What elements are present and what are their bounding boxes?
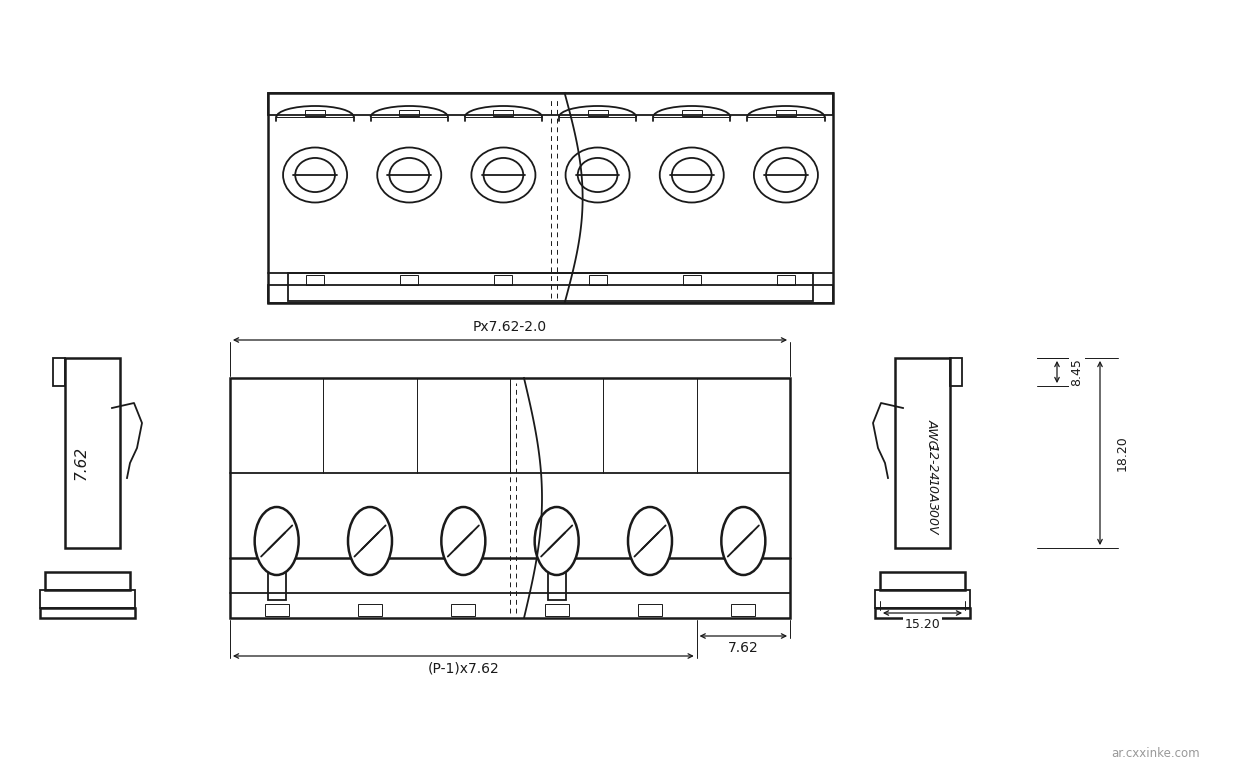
- Text: 18.20: 18.20: [1116, 435, 1128, 471]
- Bar: [53, 358, 65, 386]
- Ellipse shape: [348, 507, 392, 575]
- Ellipse shape: [283, 148, 347, 202]
- Bar: [638, 604, 662, 616]
- Bar: [45, 572, 130, 590]
- Bar: [544, 604, 569, 616]
- Ellipse shape: [534, 507, 579, 575]
- Bar: [588, 275, 607, 285]
- Bar: [40, 608, 135, 618]
- Bar: [268, 285, 833, 303]
- Bar: [683, 275, 701, 285]
- Ellipse shape: [472, 148, 535, 202]
- Text: ar.cxxinke.com: ar.cxxinke.com: [1111, 747, 1200, 760]
- Bar: [400, 275, 418, 285]
- Bar: [306, 275, 324, 285]
- Text: (P-1)x7.62: (P-1)x7.62: [428, 662, 499, 676]
- Text: 7.62: 7.62: [74, 446, 89, 480]
- Ellipse shape: [722, 507, 766, 575]
- Ellipse shape: [628, 507, 672, 575]
- Bar: [230, 378, 789, 618]
- Bar: [879, 572, 965, 590]
- Ellipse shape: [754, 148, 818, 202]
- Bar: [776, 110, 796, 116]
- Bar: [874, 608, 970, 618]
- Bar: [874, 590, 970, 608]
- Bar: [268, 548, 285, 600]
- Ellipse shape: [255, 507, 299, 575]
- Bar: [682, 110, 702, 116]
- Bar: [494, 275, 513, 285]
- Text: 300V: 300V: [926, 502, 938, 534]
- Bar: [777, 275, 794, 285]
- Bar: [894, 358, 950, 548]
- Text: 10A: 10A: [926, 478, 938, 503]
- Bar: [358, 604, 382, 616]
- Ellipse shape: [389, 158, 429, 192]
- Ellipse shape: [378, 148, 442, 202]
- Ellipse shape: [766, 158, 806, 192]
- Ellipse shape: [672, 158, 712, 192]
- Bar: [950, 358, 962, 386]
- Text: Px7.62-2.0: Px7.62-2.0: [473, 320, 547, 334]
- Ellipse shape: [442, 507, 485, 575]
- Text: 8.45: 8.45: [1071, 358, 1083, 386]
- Ellipse shape: [484, 158, 523, 192]
- Text: AWG: AWG: [926, 419, 938, 449]
- Bar: [548, 548, 565, 600]
- Bar: [40, 590, 135, 608]
- Bar: [305, 110, 325, 116]
- Bar: [268, 93, 833, 115]
- Ellipse shape: [295, 158, 335, 192]
- Bar: [588, 110, 608, 116]
- Text: 15.20: 15.20: [904, 619, 941, 632]
- Bar: [288, 273, 813, 301]
- Bar: [399, 110, 419, 116]
- Ellipse shape: [578, 158, 618, 192]
- Text: 7.62: 7.62: [728, 641, 758, 655]
- Ellipse shape: [659, 148, 724, 202]
- Ellipse shape: [565, 148, 629, 202]
- Bar: [493, 110, 513, 116]
- Bar: [65, 358, 120, 548]
- Bar: [732, 604, 756, 616]
- Bar: [452, 604, 475, 616]
- Bar: [265, 604, 289, 616]
- Bar: [268, 93, 833, 303]
- Text: 12-24: 12-24: [926, 443, 938, 480]
